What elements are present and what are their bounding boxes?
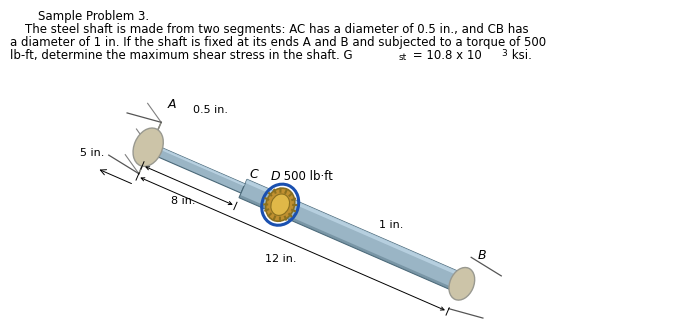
Text: A: A — [167, 98, 176, 111]
Ellipse shape — [266, 188, 295, 221]
Text: 0.5 in.: 0.5 in. — [193, 105, 228, 115]
Text: B: B — [477, 249, 486, 262]
Text: The steel shaft is made from two segments: AC has a diameter of 0.5 in., and CB : The steel shaft is made from two segment… — [10, 23, 528, 36]
Text: st: st — [399, 53, 407, 62]
Text: = 10.8 x 10: = 10.8 x 10 — [409, 49, 482, 62]
Text: 12 in.: 12 in. — [265, 254, 296, 264]
Polygon shape — [239, 179, 464, 292]
Polygon shape — [151, 143, 245, 186]
Text: 5 in.: 5 in. — [80, 148, 104, 158]
Polygon shape — [148, 143, 245, 193]
Text: lb-ft, determine the maximum shear stress in the shaft. G: lb-ft, determine the maximum shear stres… — [10, 49, 353, 62]
Text: D: D — [270, 170, 280, 183]
Text: 3: 3 — [501, 49, 507, 58]
Polygon shape — [239, 195, 457, 292]
Text: 1 in.: 1 in. — [379, 220, 403, 230]
Text: 500 lb·ft: 500 lb·ft — [280, 170, 333, 183]
Text: 8 in.: 8 in. — [171, 196, 195, 206]
Text: a diameter of 1 in. If the shaft is fixed at its ends A and B and subjected to a: a diameter of 1 in. If the shaft is fixe… — [10, 36, 546, 49]
Text: ksi.: ksi. — [508, 49, 532, 62]
Text: C: C — [249, 168, 258, 181]
Text: Sample Problem 3.: Sample Problem 3. — [38, 10, 149, 23]
Ellipse shape — [271, 194, 290, 215]
Polygon shape — [246, 179, 464, 277]
Ellipse shape — [449, 267, 475, 300]
Ellipse shape — [133, 128, 163, 166]
